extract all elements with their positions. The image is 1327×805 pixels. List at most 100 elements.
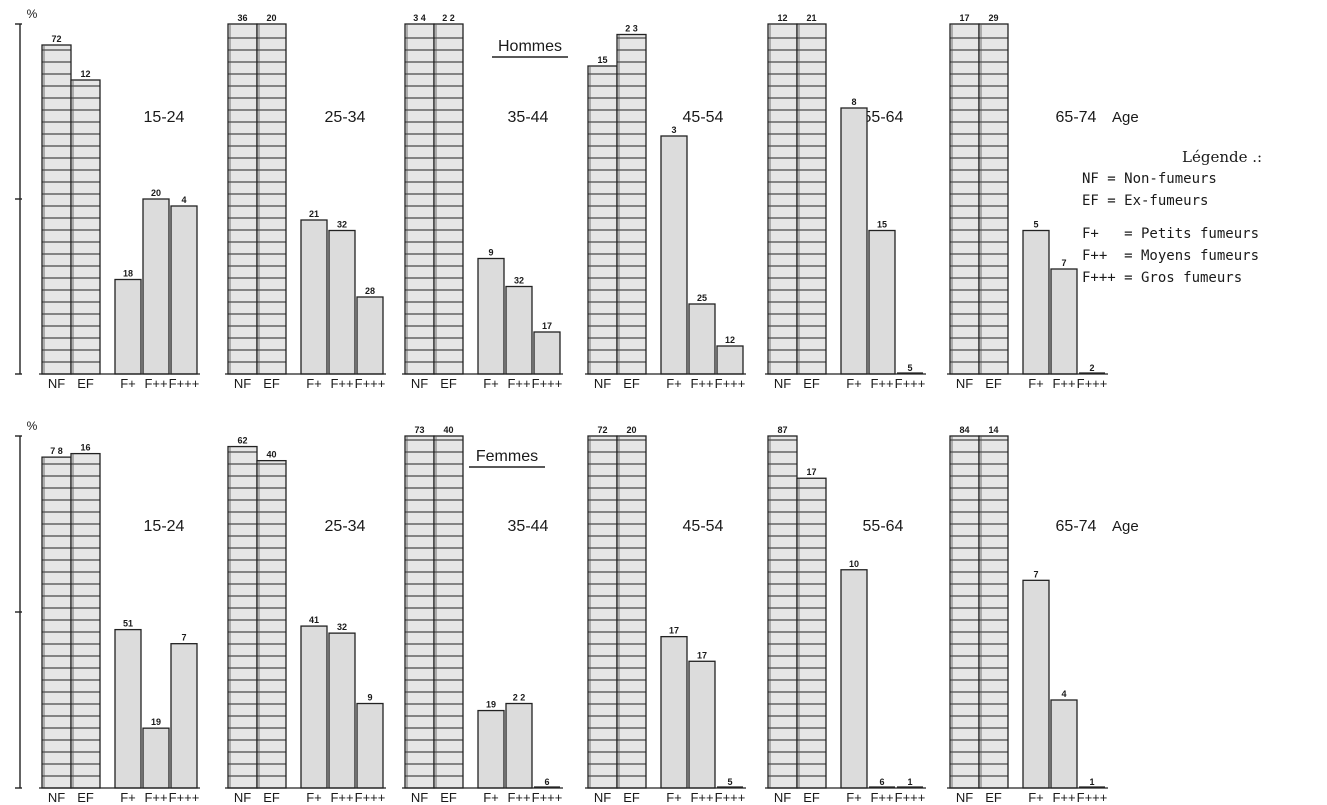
category-label-fpp: F++	[144, 790, 167, 805]
legend-entry-ef: EF = Ex-fumeurs	[1082, 193, 1209, 209]
category-label-ef: EF	[623, 790, 640, 805]
bar-fp-55-64	[840, 569, 868, 789]
bar-ef-65-74	[978, 23, 1009, 375]
data-label-ef-65-74: 29	[988, 13, 998, 23]
data-label-fpp-65-74: 4	[1061, 689, 1066, 699]
bar-nf-45-54	[587, 435, 618, 789]
bar-fp-15-24	[114, 278, 142, 375]
bar-fppp-15-24	[170, 643, 198, 789]
data-label-fppp-15-24: 7	[181, 633, 186, 643]
bar-nf-15-24	[41, 44, 72, 375]
category-label-ef: EF	[803, 376, 820, 391]
legend-entry-f2: F++ = Moyens fumeurs	[1082, 248, 1260, 264]
age-axis-label: Age	[1112, 518, 1139, 535]
data-label-fpp-45-54: 25	[697, 293, 707, 303]
data-label-nf-55-64: 12	[777, 13, 787, 23]
category-label-fppp: F+++	[715, 376, 746, 391]
data-label-fppp-25-34: 28	[365, 286, 375, 296]
category-label-fpp: F++	[1052, 376, 1075, 391]
bar-ef-35-44	[433, 435, 464, 789]
data-label-fp-25-34: 41	[309, 615, 319, 625]
age-label-25-34: 25-34	[325, 109, 366, 126]
legend: Légende .: NF = Non-fumeurs EF = Ex-fume…	[1082, 146, 1327, 289]
category-label-fpp: F++	[330, 790, 353, 805]
data-label-nf-35-44: 3 4	[413, 13, 426, 23]
category-label-fp: F+	[666, 376, 682, 391]
data-label-ef-25-34: 20	[266, 13, 276, 23]
data-label-fp-15-24: 18	[123, 269, 133, 279]
category-label-nf: NF	[956, 790, 973, 805]
age-label-65-74: 65-74	[1056, 518, 1097, 535]
bar-fpp-15-24	[142, 727, 170, 789]
bar-fpp-35-44	[505, 702, 533, 789]
data-label-nf-25-34: 36	[237, 13, 247, 23]
category-label-fp: F+	[483, 376, 499, 391]
bar-fp-45-54	[660, 635, 688, 789]
category-label-fpp: F++	[870, 790, 893, 805]
bar-nf-55-64	[767, 23, 798, 375]
age-label-45-54: 45-54	[683, 518, 724, 535]
data-label-fp-15-24: 51	[123, 619, 133, 629]
bar-fpp-55-64	[868, 229, 896, 375]
data-label-fp-45-54: 3	[671, 125, 676, 135]
data-label-nf-45-54: 72	[597, 425, 607, 435]
data-label-fp-35-44: 19	[486, 700, 496, 710]
data-label-nf-65-74: 17	[959, 13, 969, 23]
data-label-ef-35-44: 2 2	[442, 13, 455, 23]
category-label-ef: EF	[803, 790, 820, 805]
data-label-fppp-15-24: 4	[181, 195, 186, 205]
category-label-fppp: F+++	[169, 790, 200, 805]
data-label-fppp-35-44: 17	[542, 321, 552, 331]
age-label-35-44: 35-44	[508, 518, 549, 535]
category-label-fp: F+	[483, 790, 499, 805]
category-label-fppp: F+++	[1077, 376, 1108, 391]
age-label-55-64: 55-64	[863, 518, 904, 535]
bar-ef-25-34	[256, 23, 287, 375]
bar-fp-15-24	[114, 628, 142, 789]
category-label-fppp: F+++	[1077, 790, 1108, 805]
category-label-fppp: F+++	[532, 376, 563, 391]
category-label-nf: NF	[956, 376, 973, 391]
data-label-nf-35-44: 73	[414, 425, 424, 435]
bar-fp-35-44	[477, 257, 505, 375]
category-label-fppp: F+++	[895, 376, 926, 391]
category-label-ef: EF	[985, 376, 1002, 391]
age-label-65-74: 65-74	[1056, 109, 1097, 126]
bar-fppp-45-54	[716, 345, 744, 375]
category-label-fp: F+	[120, 376, 136, 391]
category-label-nf: NF	[594, 376, 611, 391]
data-label-fppp-55-64: 1	[907, 777, 912, 787]
category-label-ef: EF	[440, 376, 457, 391]
data-label-ef-65-74: 14	[988, 425, 998, 435]
data-label-fp-55-64: 10	[849, 559, 859, 569]
data-label-fpp-45-54: 17	[697, 650, 707, 660]
data-label-nf-25-34: 62	[237, 436, 247, 446]
bar-nf-65-74	[949, 23, 980, 375]
data-label-fppp-35-44: 6	[544, 777, 549, 787]
bar-fp-25-34	[300, 219, 328, 375]
data-label-fp-45-54: 17	[669, 626, 679, 636]
category-label-fppp: F+++	[715, 790, 746, 805]
data-label-fpp-55-64: 15	[877, 220, 887, 230]
category-label-fpp: F++	[144, 376, 167, 391]
data-label-ef-35-44: 40	[443, 425, 453, 435]
bar-nf-45-54	[587, 65, 618, 375]
category-label-ef: EF	[77, 376, 94, 391]
data-label-fpp-55-64: 6	[879, 777, 884, 787]
legend-entry-f1: F+ = Petits fumeurs	[1082, 226, 1260, 242]
legend-entry-f3: F+++ = Gros fumeurs	[1082, 270, 1243, 286]
bar-fppp-25-34	[356, 702, 384, 789]
bar-fp-45-54	[660, 135, 688, 375]
category-label-fp: F+	[306, 376, 322, 391]
data-label-fp-65-74: 5	[1033, 220, 1038, 230]
bar-fp-55-64	[840, 107, 868, 375]
bar-fpp-25-34	[328, 632, 356, 789]
data-label-nf-45-54: 15	[597, 55, 607, 65]
category-label-fpp: F++	[1052, 790, 1075, 805]
bar-ef-45-54	[616, 33, 647, 375]
panel-title-femmes: Femmes	[476, 448, 538, 465]
category-label-fp: F+	[306, 790, 322, 805]
category-label-ef: EF	[77, 790, 94, 805]
category-label-nf: NF	[234, 376, 251, 391]
